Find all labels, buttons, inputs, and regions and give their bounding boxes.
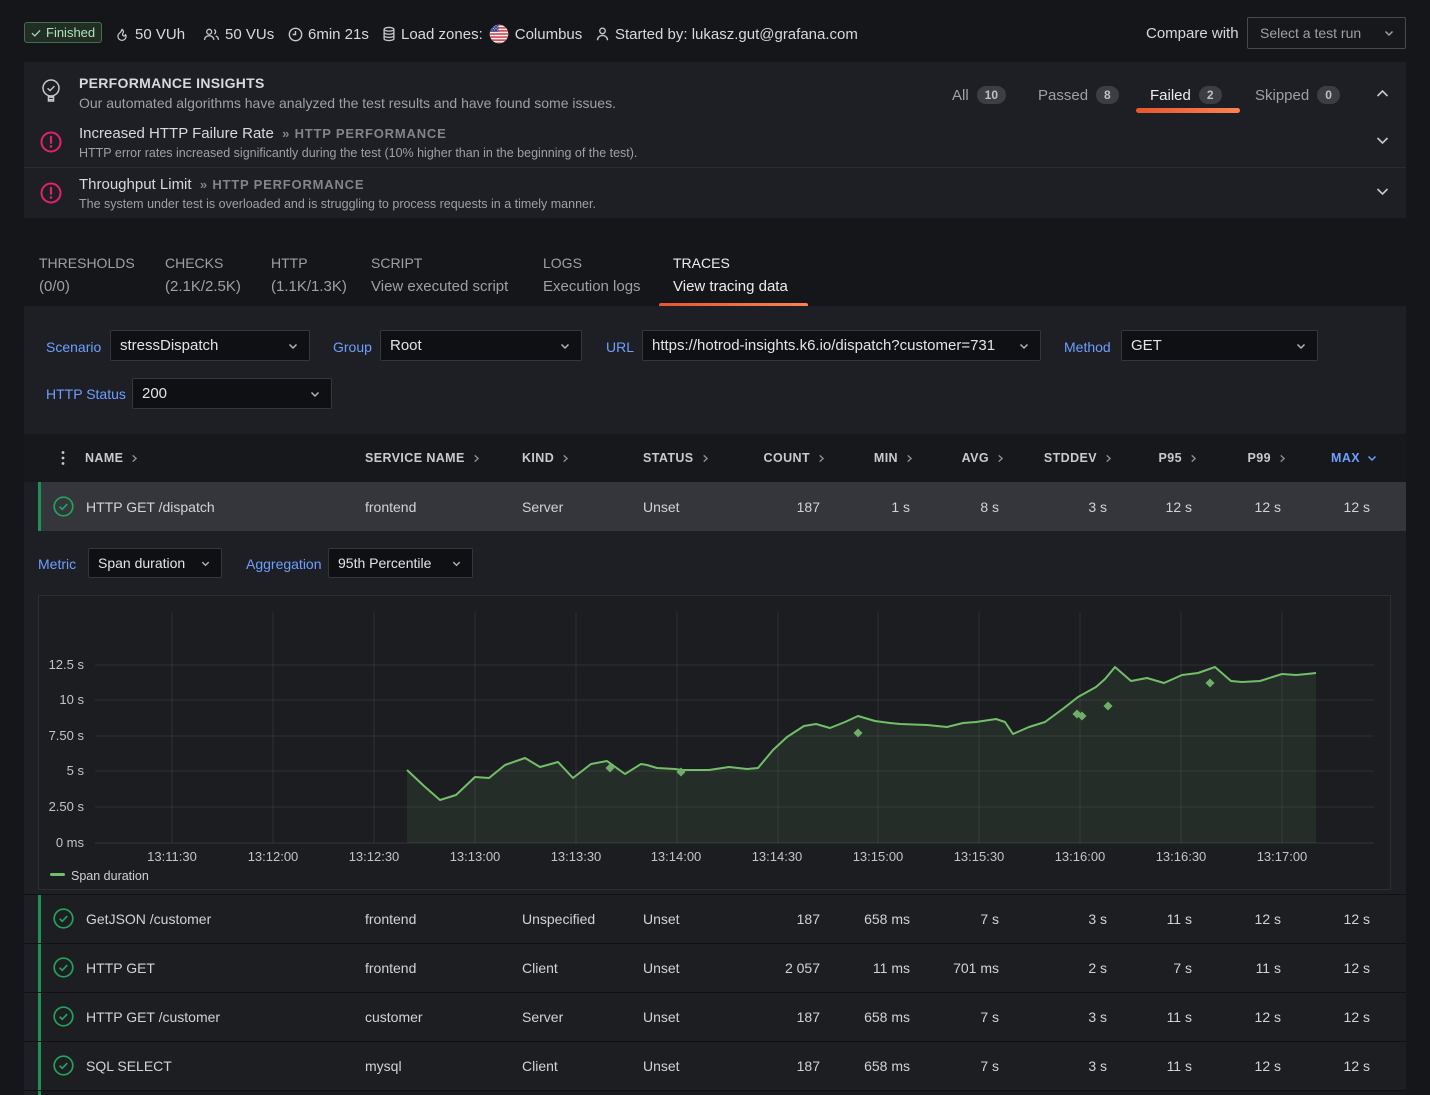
svg-text:13:12:30: 13:12:30 <box>349 849 400 864</box>
svg-text:13:13:30: 13:13:30 <box>551 849 602 864</box>
svg-text:0 ms: 0 ms <box>56 835 85 850</box>
svg-text:10 s: 10 s <box>59 692 84 707</box>
svg-text:13:12:00: 13:12:00 <box>248 849 299 864</box>
svg-text:13:17:00: 13:17:00 <box>1257 849 1308 864</box>
svg-text:13:16:30: 13:16:30 <box>1156 849 1207 864</box>
svg-text:13:14:30: 13:14:30 <box>752 849 803 864</box>
svg-text:13:15:30: 13:15:30 <box>954 849 1005 864</box>
svg-text:7.50 s: 7.50 s <box>49 728 85 743</box>
svg-text:13:11:30: 13:11:30 <box>147 849 197 864</box>
svg-text:Span duration: Span duration <box>71 869 149 883</box>
svg-text:5 s: 5 s <box>67 763 85 778</box>
svg-text:13:16:00: 13:16:00 <box>1055 849 1106 864</box>
svg-text:12.5 s: 12.5 s <box>49 657 85 672</box>
svg-text:2.50 s: 2.50 s <box>49 799 85 814</box>
svg-text:13:13:00: 13:13:00 <box>450 849 501 864</box>
svg-text:13:14:00: 13:14:00 <box>651 849 702 864</box>
svg-text:13:15:00: 13:15:00 <box>853 849 904 864</box>
